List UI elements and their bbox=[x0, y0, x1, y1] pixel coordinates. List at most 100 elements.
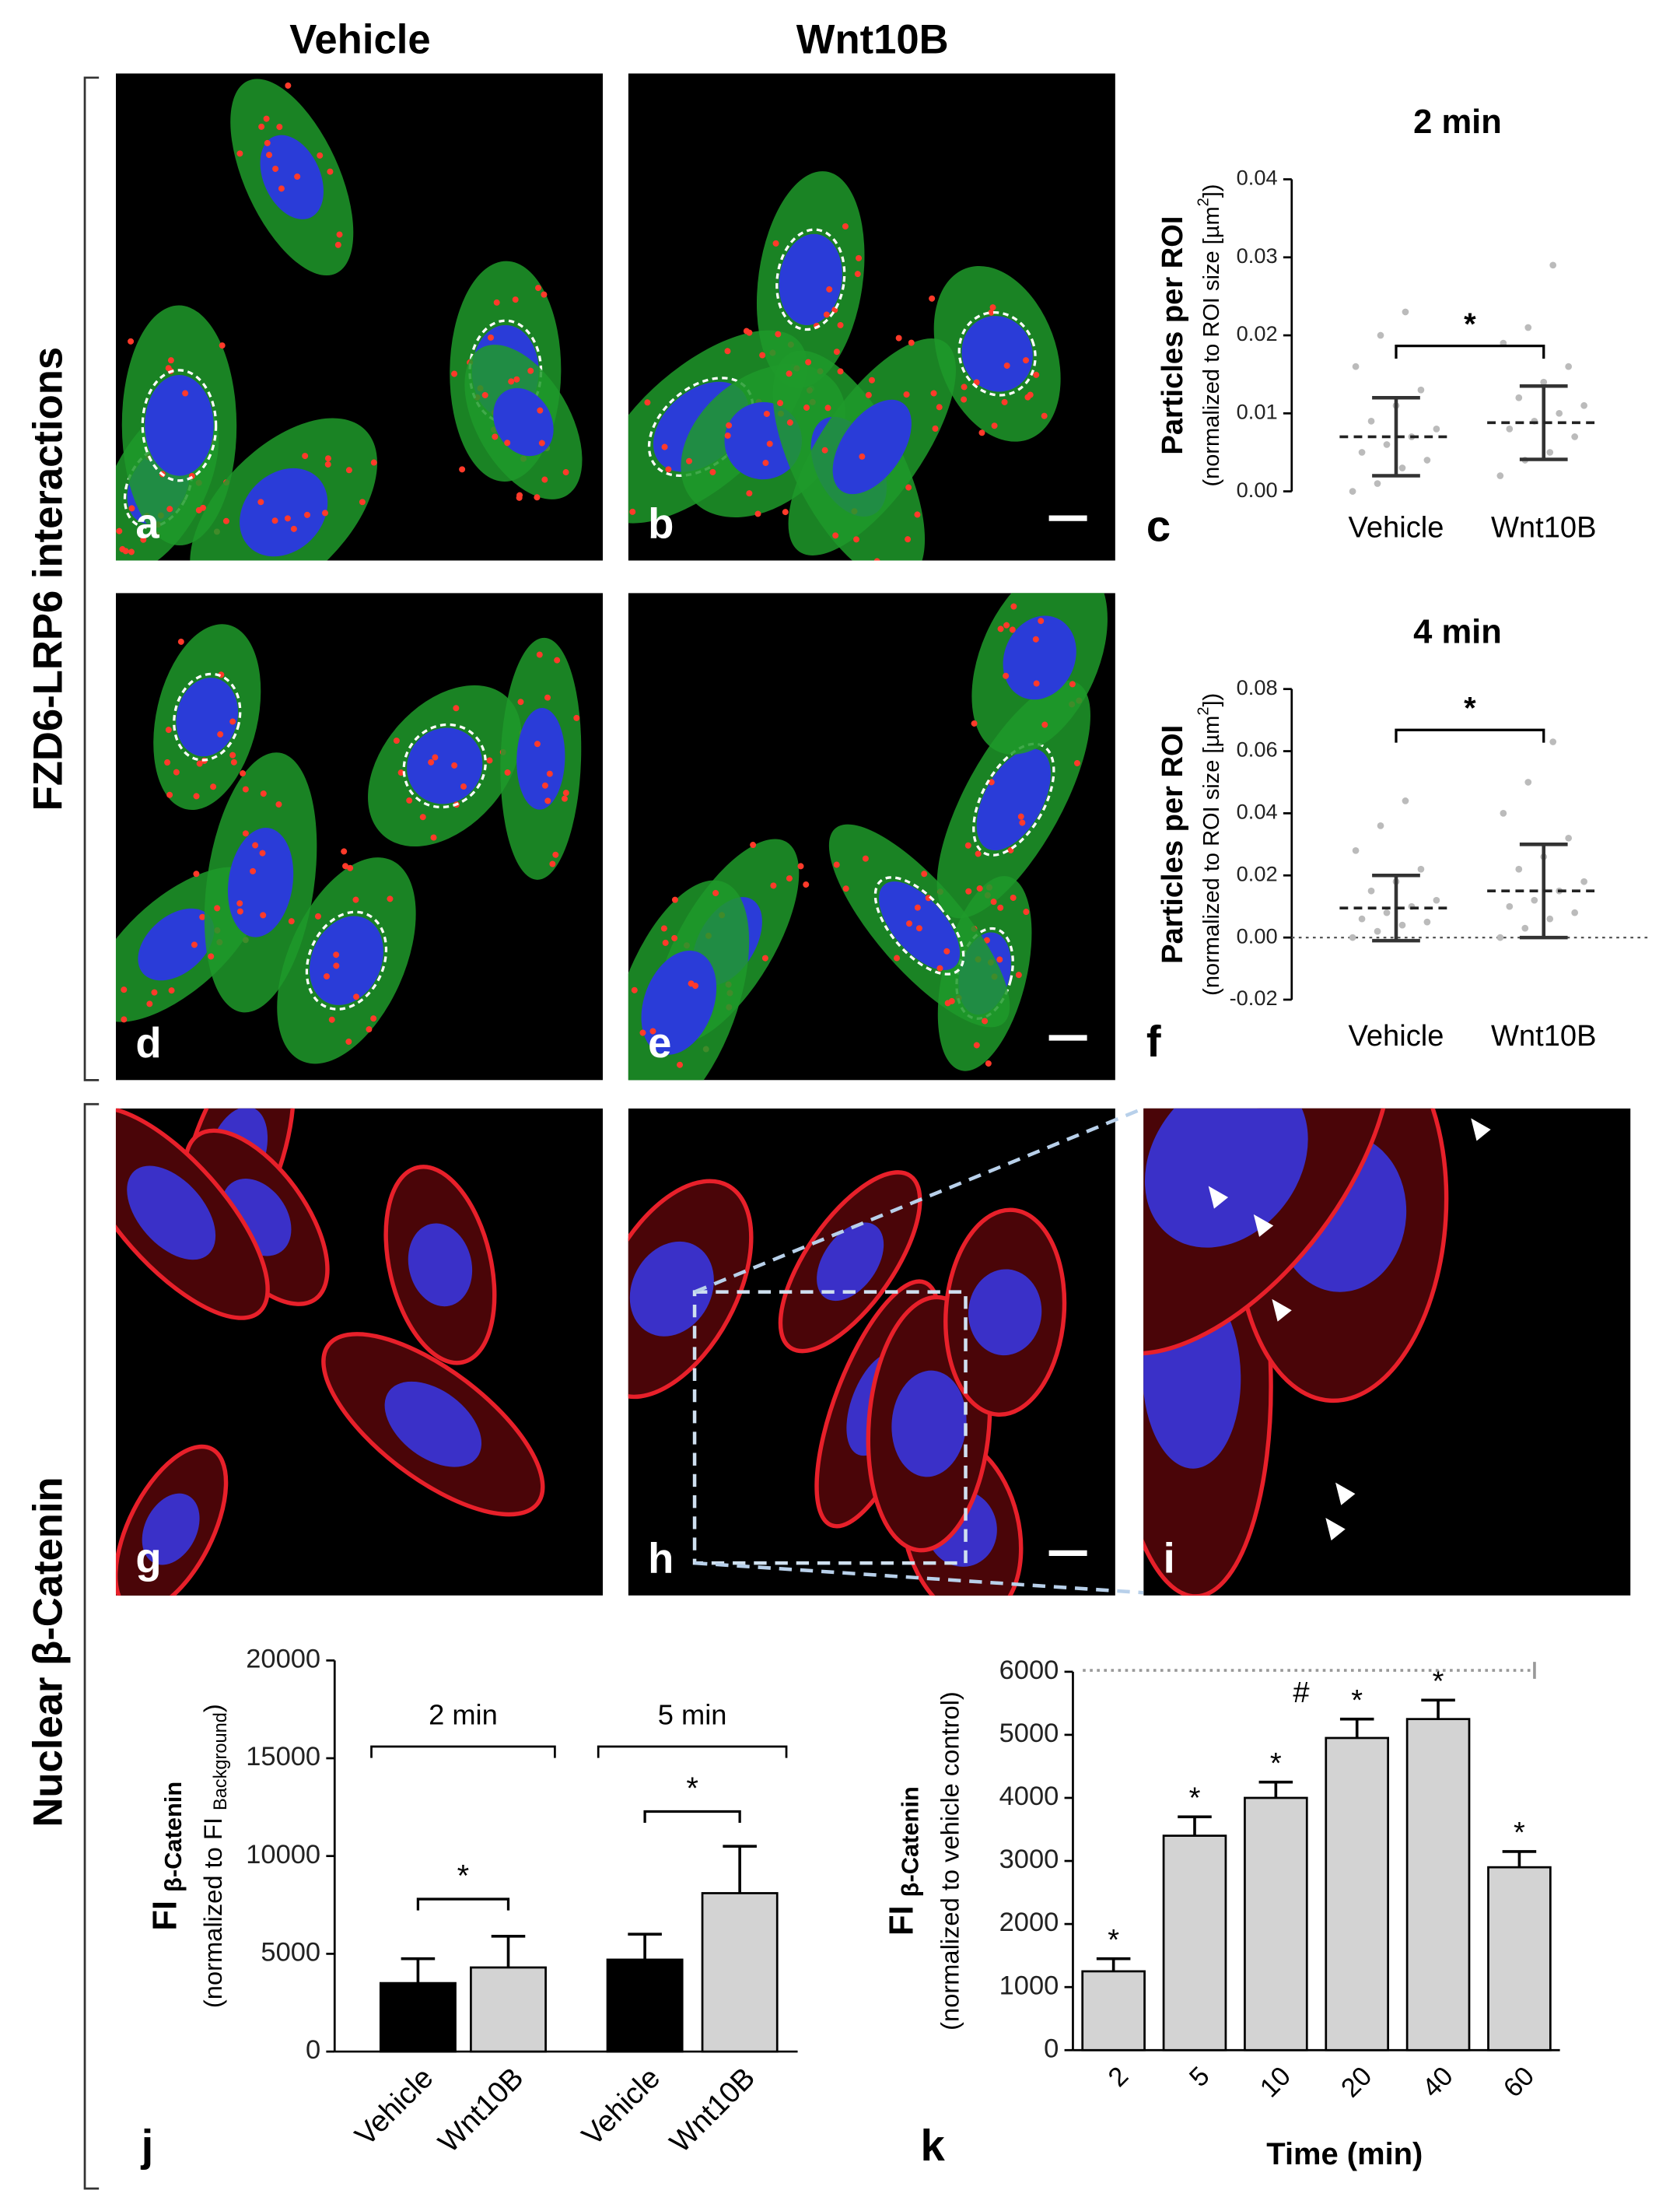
particle bbox=[333, 962, 340, 969]
nucleus bbox=[127, 1165, 216, 1260]
particle bbox=[978, 429, 985, 436]
data-point bbox=[1506, 426, 1514, 433]
panel-letter: a bbox=[135, 499, 159, 547]
particle bbox=[660, 925, 667, 932]
particle bbox=[327, 168, 334, 175]
arrowhead bbox=[1272, 1298, 1292, 1322]
particle bbox=[208, 953, 215, 960]
micrograph bbox=[628, 1108, 1115, 1596]
particle bbox=[996, 956, 1003, 963]
group-label: 5 min bbox=[658, 1699, 727, 1731]
particle bbox=[686, 457, 692, 464]
particle bbox=[997, 625, 1004, 632]
cell bbox=[277, 848, 416, 1064]
cell bbox=[368, 685, 526, 847]
nucleus bbox=[384, 1381, 482, 1467]
data-point bbox=[1500, 810, 1507, 817]
y-axis-label: FI β-Catenin bbox=[883, 1786, 924, 1936]
particle bbox=[1062, 566, 1070, 575]
particle bbox=[541, 782, 548, 789]
data-point bbox=[1398, 464, 1406, 471]
particle bbox=[833, 349, 840, 356]
particle bbox=[167, 357, 174, 364]
nucleus bbox=[976, 748, 1051, 851]
particle bbox=[166, 506, 173, 513]
particle bbox=[786, 419, 793, 426]
data-point bbox=[1402, 308, 1409, 316]
particle bbox=[644, 399, 651, 406]
particle bbox=[936, 404, 943, 411]
particle bbox=[278, 185, 285, 192]
particle bbox=[842, 223, 849, 230]
particle bbox=[662, 939, 669, 946]
data-point bbox=[1524, 779, 1532, 786]
cell bbox=[230, 79, 354, 276]
particle bbox=[770, 882, 777, 889]
particle bbox=[302, 453, 309, 460]
data-point bbox=[1531, 896, 1538, 904]
particle bbox=[334, 241, 341, 248]
y-axis-note-part: ]) bbox=[1199, 693, 1224, 707]
particle bbox=[508, 378, 515, 385]
zoom-line bbox=[694, 1106, 1145, 1294]
particle bbox=[240, 770, 247, 777]
cell bbox=[115, 1444, 229, 1596]
particle bbox=[534, 494, 541, 501]
particle bbox=[214, 905, 221, 912]
cell bbox=[929, 265, 1061, 442]
particle bbox=[854, 271, 861, 278]
particle bbox=[513, 376, 520, 383]
particle bbox=[837, 368, 844, 375]
particle bbox=[199, 913, 206, 920]
y-axis-label-main: FI bbox=[146, 1901, 184, 1931]
particle bbox=[541, 291, 548, 298]
particle bbox=[535, 285, 542, 292]
particle bbox=[1073, 759, 1080, 766]
cell bbox=[500, 637, 582, 880]
particle bbox=[997, 904, 1004, 911]
significance-label: * bbox=[1189, 1782, 1201, 1815]
particle bbox=[837, 321, 844, 328]
particle bbox=[869, 377, 876, 384]
particle bbox=[451, 370, 458, 377]
data-point bbox=[1433, 896, 1440, 904]
particle bbox=[250, 867, 257, 874]
particle bbox=[712, 889, 719, 896]
y-tick-label: 20000 bbox=[246, 1644, 320, 1673]
particle bbox=[562, 469, 569, 476]
significance-label: * bbox=[1514, 1817, 1525, 1849]
particle bbox=[151, 989, 158, 996]
cell bbox=[321, 1332, 545, 1517]
cell bbox=[921, 681, 1090, 919]
arrowhead bbox=[1208, 1186, 1229, 1209]
panel-letter: g bbox=[135, 1535, 161, 1582]
particle bbox=[236, 900, 243, 907]
particle bbox=[894, 955, 901, 962]
particle bbox=[116, 527, 123, 534]
particle bbox=[925, 895, 932, 902]
particle bbox=[1038, 618, 1045, 625]
nucleus bbox=[1003, 615, 1076, 700]
particle bbox=[146, 1000, 153, 1007]
particle bbox=[985, 1060, 992, 1067]
particle bbox=[964, 842, 971, 849]
bar bbox=[1405, 1718, 1471, 2052]
particle bbox=[122, 548, 129, 555]
particle bbox=[345, 467, 352, 474]
x-tick-label: Vehicle bbox=[576, 2062, 667, 2153]
nucleus bbox=[138, 908, 215, 981]
particle bbox=[961, 396, 968, 403]
y-axis-label: FI β-Catenin bbox=[146, 1782, 187, 1931]
y-axis-note-part: (normalized to ROI size [µm bbox=[1199, 206, 1224, 486]
particle bbox=[260, 912, 267, 919]
particle bbox=[1027, 391, 1034, 398]
cell bbox=[204, 752, 317, 1013]
data-point bbox=[1383, 909, 1391, 916]
nucleus bbox=[1144, 1108, 1308, 1248]
data-point bbox=[1352, 846, 1360, 854]
particle bbox=[833, 861, 840, 868]
particle bbox=[428, 759, 435, 766]
particle bbox=[982, 1018, 989, 1025]
particle bbox=[1033, 371, 1040, 378]
